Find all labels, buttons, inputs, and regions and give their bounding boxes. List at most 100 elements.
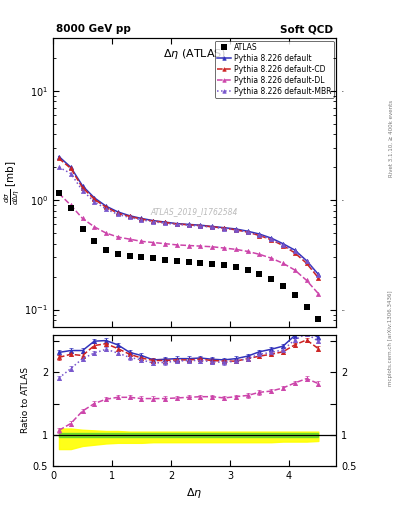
Pythia 8.226 default-MBR — [151, 219, 156, 225]
Pythia 8.226 default-MBR — [222, 225, 226, 231]
Pythia 8.226 default-CD — [281, 242, 285, 248]
Pythia 8.226 default — [151, 218, 156, 224]
Line: Pythia 8.226 default-CD: Pythia 8.226 default-CD — [57, 156, 320, 280]
Pythia 8.226 default-DL — [198, 243, 203, 249]
Line: Pythia 8.226 default-MBR: Pythia 8.226 default-MBR — [57, 165, 320, 278]
Pythia 8.226 default — [104, 203, 108, 209]
Pythia 8.226 default-DL — [104, 230, 108, 236]
Pythia 8.226 default-CD — [233, 227, 238, 233]
Pythia 8.226 default-MBR — [127, 215, 132, 221]
Pythia 8.226 default-DL — [233, 246, 238, 252]
ATLAS — [304, 304, 309, 310]
Pythia 8.226 default — [210, 223, 215, 229]
Pythia 8.226 default-CD — [151, 218, 156, 224]
ATLAS — [292, 292, 297, 298]
Pythia 8.226 default-MBR — [57, 164, 61, 170]
ATLAS — [210, 261, 215, 267]
ATLAS — [80, 225, 85, 231]
Pythia 8.226 default — [174, 221, 179, 227]
Pythia 8.226 default — [198, 222, 203, 228]
Pythia 8.226 default-DL — [116, 234, 120, 240]
Pythia 8.226 default-CD — [80, 184, 85, 190]
ATLAS — [257, 271, 262, 278]
ATLAS — [139, 254, 144, 261]
ATLAS — [116, 251, 120, 258]
Pythia 8.226 default-MBR — [80, 187, 85, 194]
Pythia 8.226 default — [163, 219, 167, 225]
Pythia 8.226 default-DL — [68, 202, 73, 208]
Pythia 8.226 default-CD — [198, 223, 203, 229]
ATLAS — [174, 259, 179, 265]
Pythia 8.226 default-MBR — [281, 242, 285, 248]
Pythia 8.226 default-CD — [269, 237, 274, 243]
ATLAS — [104, 247, 108, 253]
Pythia 8.226 default-MBR — [245, 229, 250, 235]
Pythia 8.226 default-DL — [304, 278, 309, 284]
Pythia 8.226 default — [281, 241, 285, 247]
Pythia 8.226 default-DL — [245, 248, 250, 254]
Y-axis label: Ratio to ATLAS: Ratio to ATLAS — [21, 368, 30, 434]
Pythia 8.226 default-DL — [80, 216, 85, 222]
Pythia 8.226 default-MBR — [174, 221, 179, 227]
Pythia 8.226 default-MBR — [139, 217, 144, 223]
Pythia 8.226 default — [92, 195, 97, 201]
Pythia 8.226 default-CD — [257, 232, 262, 239]
Pythia 8.226 default-MBR — [104, 206, 108, 212]
Pythia 8.226 default — [139, 216, 144, 222]
ATLAS — [127, 253, 132, 259]
Text: ATLAS_2019_I1762584: ATLAS_2019_I1762584 — [151, 207, 238, 216]
Pythia 8.226 default — [245, 228, 250, 234]
Pythia 8.226 default — [304, 258, 309, 264]
Pythia 8.226 default — [127, 212, 132, 219]
ATLAS — [198, 260, 203, 266]
ATLAS — [68, 205, 73, 211]
Pythia 8.226 default-CD — [68, 165, 73, 172]
Pythia 8.226 default-DL — [186, 242, 191, 248]
Pythia 8.226 default-DL — [127, 236, 132, 242]
Pythia 8.226 default-DL — [139, 238, 144, 244]
Pythia 8.226 default — [57, 154, 61, 160]
Pythia 8.226 default-CD — [316, 275, 321, 281]
Pythia 8.226 default-DL — [57, 190, 61, 197]
Pythia 8.226 default — [269, 235, 274, 241]
Pythia 8.226 default — [316, 271, 321, 278]
ATLAS — [269, 276, 274, 282]
Pythia 8.226 default-MBR — [92, 199, 97, 205]
Pythia 8.226 default — [116, 209, 120, 215]
ATLAS — [92, 238, 97, 244]
Pythia 8.226 default-CD — [127, 214, 132, 220]
Line: Pythia 8.226 default-DL: Pythia 8.226 default-DL — [57, 191, 320, 296]
Pythia 8.226 default-CD — [163, 220, 167, 226]
Pythia 8.226 default-MBR — [68, 170, 73, 177]
ATLAS — [245, 267, 250, 273]
Pythia 8.226 default-DL — [316, 290, 321, 296]
Pythia 8.226 default-DL — [281, 260, 285, 266]
ATLAS — [57, 190, 61, 197]
Pythia 8.226 default — [233, 226, 238, 232]
Pythia 8.226 default-MBR — [116, 211, 120, 218]
Pythia 8.226 default-MBR — [210, 224, 215, 230]
Text: Rivet 3.1.10, ≥ 400k events: Rivet 3.1.10, ≥ 400k events — [388, 100, 393, 177]
ATLAS — [163, 257, 167, 263]
Pythia 8.226 default-CD — [57, 156, 61, 162]
Pythia 8.226 default-CD — [139, 216, 144, 222]
Pythia 8.226 default-CD — [304, 260, 309, 266]
Y-axis label: $\frac{d\sigma}{d\Delta\eta}$ [mb]: $\frac{d\sigma}{d\Delta\eta}$ [mb] — [2, 160, 22, 205]
Pythia 8.226 default-MBR — [316, 272, 321, 279]
Pythia 8.226 default — [186, 221, 191, 227]
Pythia 8.226 default-DL — [222, 245, 226, 251]
Text: 8000 GeV pp: 8000 GeV pp — [56, 24, 131, 34]
Pythia 8.226 default-MBR — [257, 232, 262, 238]
Pythia 8.226 default-CD — [104, 204, 108, 210]
ATLAS — [186, 259, 191, 265]
Pythia 8.226 default-DL — [92, 224, 97, 230]
ATLAS — [281, 283, 285, 289]
Line: ATLAS: ATLAS — [56, 190, 321, 322]
Text: Soft QCD: Soft QCD — [280, 24, 333, 34]
Pythia 8.226 default-DL — [163, 241, 167, 247]
Pythia 8.226 default-CD — [245, 229, 250, 235]
ATLAS — [233, 264, 238, 270]
Pythia 8.226 default-CD — [292, 250, 297, 256]
ATLAS — [222, 262, 226, 268]
ATLAS — [151, 255, 156, 261]
